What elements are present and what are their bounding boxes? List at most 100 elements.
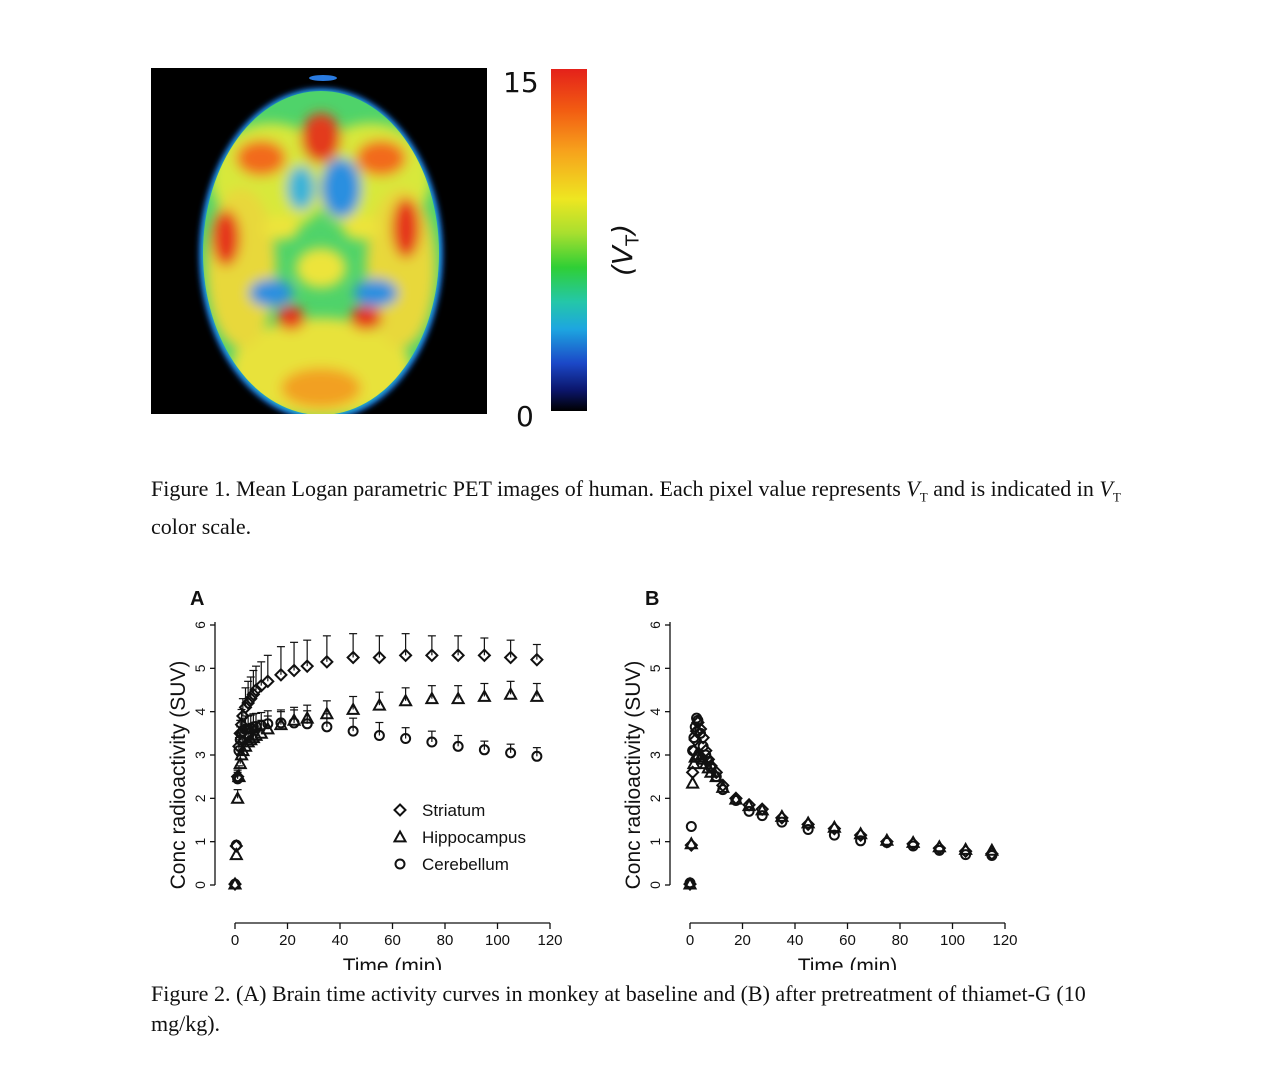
pet-brain-graphic xyxy=(199,75,443,414)
data-point xyxy=(776,816,788,828)
data-point xyxy=(373,730,385,741)
x-tick-label: 100 xyxy=(940,932,965,949)
legend-label: Hippocampus xyxy=(422,828,526,847)
data-point xyxy=(233,745,245,757)
series-cerebellum xyxy=(229,709,543,890)
data-point xyxy=(503,650,518,665)
data-point xyxy=(243,691,258,706)
x-axis-label: Time (min) xyxy=(798,955,898,970)
colorbar-min-label: 0 xyxy=(516,400,534,433)
y-tick-label: 3 xyxy=(192,751,208,759)
data-point xyxy=(684,877,696,889)
data-point xyxy=(426,736,438,748)
data-point xyxy=(802,824,814,836)
y-tick-label: 3 xyxy=(647,751,663,759)
data-point xyxy=(241,696,256,710)
data-point xyxy=(730,795,742,806)
data-point xyxy=(451,648,466,663)
panel-label: B xyxy=(645,588,659,610)
data-point xyxy=(743,805,755,817)
x-tick-label: 60 xyxy=(384,932,401,949)
data-point xyxy=(229,878,241,890)
figure-2-caption: Figure 2. (A) Brain time activity curves… xyxy=(151,981,1086,1036)
y-tick-label: 5 xyxy=(192,664,208,672)
data-point xyxy=(686,756,702,770)
y-tick-label: 2 xyxy=(647,794,663,802)
data-point xyxy=(687,745,699,757)
data-point xyxy=(260,674,275,689)
y-tick-label: 0 xyxy=(192,881,208,889)
legend-label: Cerebellum xyxy=(422,855,509,874)
y-tick-label: 0 xyxy=(647,881,663,889)
x-tick-label: 0 xyxy=(686,932,694,949)
data-point xyxy=(531,750,543,762)
data-point xyxy=(717,784,729,796)
colorbar xyxy=(551,69,587,411)
data-point xyxy=(232,773,244,785)
data-point xyxy=(250,720,262,732)
colorbar-axis-label: (VT) xyxy=(606,223,644,277)
data-point xyxy=(424,648,439,663)
data-point xyxy=(682,876,698,890)
data-point xyxy=(984,842,1000,856)
data-point xyxy=(398,648,413,663)
y-tick-label: 6 xyxy=(647,621,663,629)
x-tick-label: 20 xyxy=(734,932,751,949)
y-tick-label: 6 xyxy=(192,621,208,629)
data-point xyxy=(398,693,413,707)
data-point xyxy=(275,717,287,729)
data-point xyxy=(248,727,264,741)
data-point xyxy=(692,714,704,726)
data-point xyxy=(529,652,544,667)
series-cerebellum xyxy=(684,712,998,889)
series-striatum xyxy=(228,633,544,892)
data-point xyxy=(700,749,712,761)
x-axis-label: Time (min) xyxy=(343,955,443,970)
colorbar-max-label: 15 xyxy=(503,66,539,99)
legend-marker xyxy=(392,829,408,843)
data-point xyxy=(933,844,945,856)
data-point xyxy=(774,808,790,822)
data-point xyxy=(347,725,359,737)
data-point xyxy=(827,819,842,833)
data-point xyxy=(960,849,972,861)
data-point xyxy=(705,762,717,774)
data-point xyxy=(478,744,490,756)
data-point xyxy=(505,747,517,759)
y-axis-label: Conc radioactivity (SUV) xyxy=(167,661,190,890)
data-point xyxy=(684,836,699,850)
y-tick-label: 4 xyxy=(647,708,663,716)
data-point xyxy=(450,691,466,705)
data-point xyxy=(958,841,973,855)
data-point xyxy=(710,771,722,783)
data-point xyxy=(238,700,253,715)
data-point xyxy=(321,721,333,733)
x-tick-label: 40 xyxy=(787,932,804,949)
data-point xyxy=(853,826,868,840)
x-tick-label: 80 xyxy=(437,932,454,949)
data-point xyxy=(249,683,263,697)
data-point xyxy=(477,648,492,663)
y-tick-label: 1 xyxy=(192,838,208,846)
data-point xyxy=(986,850,998,862)
data-point xyxy=(424,691,440,705)
x-tick-label: 100 xyxy=(485,932,510,949)
data-point xyxy=(246,687,261,702)
data-point xyxy=(693,749,708,763)
y-tick-label: 4 xyxy=(192,708,208,716)
data-point xyxy=(685,775,700,789)
y-tick-label: 2 xyxy=(192,794,208,802)
data-point xyxy=(229,847,244,861)
series-hippocampus xyxy=(682,747,1000,890)
data-point xyxy=(274,667,288,682)
y-tick-label: 1 xyxy=(647,838,663,846)
data-point xyxy=(728,791,744,805)
y-axis-label: Conc radioactivity (SUV) xyxy=(622,661,645,890)
data-point xyxy=(346,650,361,665)
legend-marker xyxy=(393,803,407,817)
data-point xyxy=(695,727,706,739)
pet-brain-image xyxy=(151,68,487,414)
data-point xyxy=(702,756,714,767)
